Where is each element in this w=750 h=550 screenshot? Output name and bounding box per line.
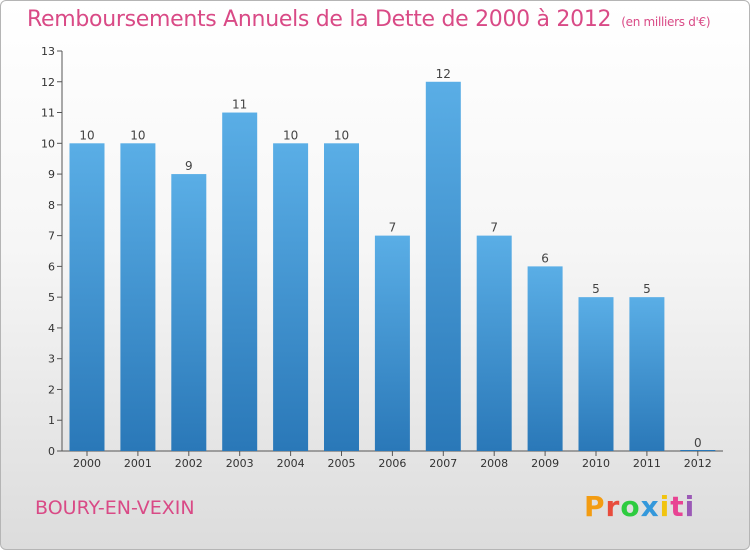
x-tick-label-2009: 2009	[531, 457, 559, 470]
bar-2012	[680, 450, 716, 451]
bar-2004	[273, 143, 309, 452]
x-tick-label-2008: 2008	[480, 457, 508, 470]
chart-unit: (en milliers d'€)	[621, 15, 711, 29]
x-tick-label-2001: 2001	[124, 457, 152, 470]
y-tick-label: 7	[48, 230, 55, 243]
data-label-2002: 9	[185, 159, 193, 173]
bar-2007	[425, 81, 461, 452]
chart-title: Remboursements Annuels de la Dette de 20…	[27, 7, 711, 32]
y-tick-label: 6	[48, 260, 55, 273]
y-tick-label: 0	[48, 445, 55, 458]
bar-2001	[120, 143, 156, 452]
y-tick-label: 4	[48, 322, 55, 335]
x-tick-label-2006: 2006	[378, 457, 406, 470]
data-label-2009: 6	[541, 251, 549, 265]
logo-letter: r	[605, 490, 621, 523]
x-tick-label-2003: 2003	[226, 457, 254, 470]
data-label-2008: 7	[490, 221, 498, 235]
bar-2005	[324, 143, 359, 452]
y-tick-label: 11	[41, 107, 55, 120]
data-label-2004: 10	[283, 128, 298, 142]
x-tick-label-2007: 2007	[429, 457, 457, 470]
bar-2006	[374, 235, 410, 451]
y-tick-label: 13	[41, 45, 55, 58]
data-label-2010: 5	[592, 282, 600, 296]
bar-2009	[527, 266, 563, 451]
y-tick-label: 2	[48, 383, 55, 396]
bar-2002	[171, 174, 207, 452]
y-tick-label: 3	[48, 353, 55, 366]
data-labels: 10 10 9 11 10 10 7 12 7 6 5 5 0	[79, 67, 701, 450]
x-tick-label-2010: 2010	[582, 457, 610, 470]
x-tick-label-2005: 2005	[328, 457, 356, 470]
logo-letter: t	[670, 490, 685, 523]
x-tick-label-2004: 2004	[277, 457, 305, 470]
data-label-2011: 5	[643, 282, 651, 296]
x-tick-label-2012: 2012	[684, 457, 712, 470]
x-tick-label-2002: 2002	[175, 457, 203, 470]
y-tick-label: 5	[48, 291, 55, 304]
y-tick-label: 9	[48, 168, 55, 181]
commune-name: BOURY-EN-VEXIN	[35, 497, 195, 519]
y-tick-label: 1	[48, 414, 55, 427]
logo-letter: x	[640, 490, 660, 523]
data-label-2003: 11	[232, 98, 247, 112]
y-tick-label: 12	[41, 76, 55, 89]
data-label-2007: 12	[436, 67, 451, 81]
bar-2010	[578, 297, 614, 451]
logo-letter: P	[584, 490, 606, 523]
data-label-2000: 10	[79, 128, 94, 142]
bar-2008	[476, 235, 512, 451]
x-tick-label-2011: 2011	[633, 457, 661, 470]
bar-2000	[69, 143, 105, 452]
logo-letter: i	[659, 490, 671, 523]
bar-2003	[222, 112, 258, 452]
bars	[69, 81, 716, 452]
data-label-2001: 10	[130, 128, 145, 142]
logo-letter: i	[684, 490, 696, 523]
y-tick-label: 8	[48, 199, 55, 212]
x-tick-label-2000: 2000	[73, 457, 101, 470]
logo-letter: o	[620, 490, 641, 523]
data-label-2012: 0	[694, 436, 702, 450]
data-label-2005: 10	[334, 128, 349, 142]
bar-2011	[629, 297, 665, 451]
data-label-2006: 7	[389, 221, 397, 235]
chart-title-text: Remboursements Annuels de la Dette de 20…	[27, 7, 612, 32]
proxiti-logo: Proxiti	[584, 490, 695, 523]
y-tick-label: 10	[41, 137, 55, 150]
